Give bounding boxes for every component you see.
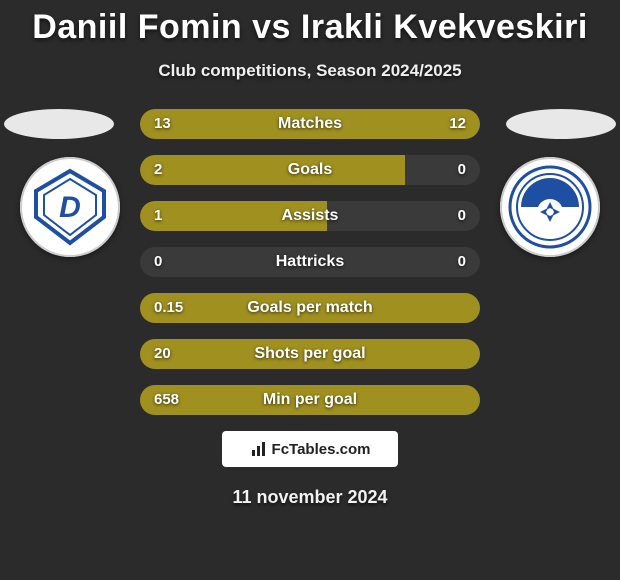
stat-value-right: 0 [444, 155, 480, 185]
stats-list: 13 Matches 12 2 Goals 0 1 Assists 0 0 Ha… [140, 109, 480, 415]
stat-row: 1 Assists 0 [140, 201, 480, 231]
chart-icon [250, 440, 268, 458]
stat-label: Assists [140, 201, 480, 231]
dynamo-badge-icon: D [30, 167, 110, 247]
brand-label: FcTables.com [272, 441, 371, 458]
stat-value-right: 0 [444, 247, 480, 277]
stat-label: Goals per match [140, 293, 480, 323]
stat-row: 13 Matches 12 [140, 109, 480, 139]
stat-label: Shots per goal [140, 339, 480, 369]
stat-row: 0.15 Goals per match [140, 293, 480, 323]
stat-row: 2 Goals 0 [140, 155, 480, 185]
club-crest-left: D [20, 157, 120, 257]
date-label: 11 november 2024 [0, 487, 620, 508]
stat-label: Goals [140, 155, 480, 185]
subtitle: Club competitions, Season 2024/2025 [0, 61, 620, 81]
stat-label: Hattricks [140, 247, 480, 277]
stat-row: 658 Min per goal [140, 385, 480, 415]
stat-label: Matches [140, 109, 480, 139]
svg-text:D: D [59, 191, 81, 224]
stat-row: 0 Hattricks 0 [140, 247, 480, 277]
club-crest-right [500, 157, 600, 257]
fakel-badge-icon [507, 164, 593, 250]
comparison-arena: D 13 Matches 12 2 Goals 0 [0, 109, 620, 415]
stat-row: 20 Shots per goal [140, 339, 480, 369]
stat-label: Min per goal [140, 385, 480, 415]
page-title: Daniil Fomin vs Irakli Kvekveskiri [0, 0, 620, 47]
player-left-platform [4, 109, 114, 139]
player-right-platform [506, 109, 616, 139]
stat-value-right: 0 [444, 201, 480, 231]
stat-value-right: 12 [435, 109, 480, 139]
brand-badge: FcTables.com [222, 431, 398, 467]
